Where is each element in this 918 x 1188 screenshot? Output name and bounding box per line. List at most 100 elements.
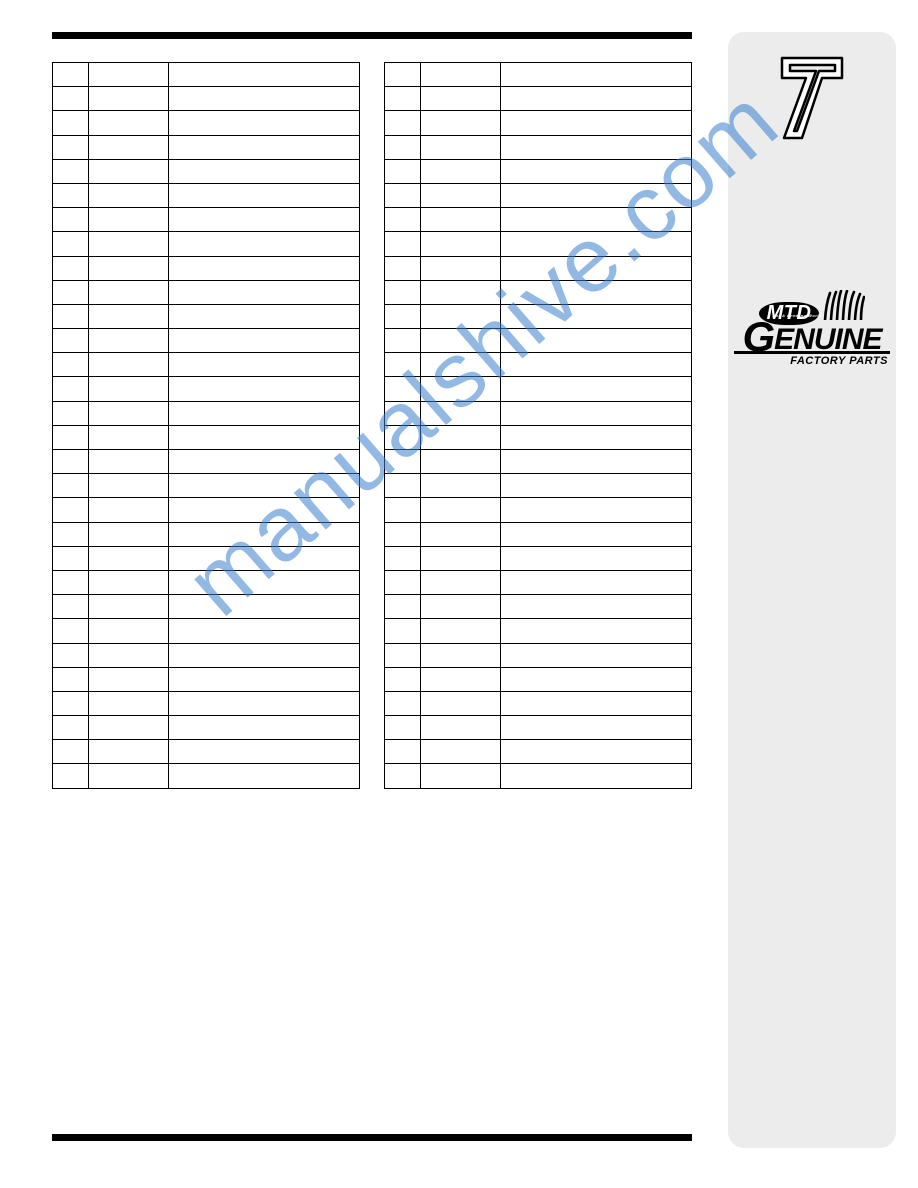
table-cell xyxy=(53,183,89,207)
grass-icon xyxy=(821,290,865,325)
table-cell xyxy=(89,570,169,594)
table-cell xyxy=(169,425,360,449)
table-row xyxy=(53,377,360,401)
table-cell xyxy=(501,377,692,401)
table-cell xyxy=(501,304,692,328)
table-cell xyxy=(169,764,360,788)
table-cell xyxy=(89,135,169,159)
table-cell xyxy=(169,87,360,111)
table-cell xyxy=(501,111,692,135)
genuine-wordmark: GENUINE xyxy=(734,322,890,353)
table-cell xyxy=(53,304,89,328)
table-cell xyxy=(53,570,89,594)
table-cell xyxy=(421,522,501,546)
table-cell xyxy=(385,522,421,546)
table-cell xyxy=(53,595,89,619)
table-cell xyxy=(89,329,169,353)
table-cell xyxy=(169,691,360,715)
table-row xyxy=(385,280,692,304)
table-cell xyxy=(501,280,692,304)
table-cell xyxy=(421,304,501,328)
table-row xyxy=(53,353,360,377)
page-number-graphic xyxy=(772,50,852,151)
table-row xyxy=(53,280,360,304)
table-cell xyxy=(501,329,692,353)
table-cell xyxy=(169,716,360,740)
table-cell xyxy=(385,329,421,353)
logo-top-row: MTD For A Growing World xyxy=(759,290,866,325)
table-cell xyxy=(501,570,692,594)
table-cell xyxy=(169,232,360,256)
table-row xyxy=(385,425,692,449)
table-cell xyxy=(421,256,501,280)
table-row xyxy=(385,87,692,111)
table-cell xyxy=(421,377,501,401)
table-cell xyxy=(169,304,360,328)
top-rule xyxy=(52,32,692,39)
table-cell xyxy=(501,716,692,740)
table-cell xyxy=(89,716,169,740)
table-row xyxy=(385,595,692,619)
table-cell xyxy=(421,570,501,594)
table-cell xyxy=(89,425,169,449)
table-row xyxy=(53,63,360,87)
table-cell xyxy=(53,691,89,715)
table-cell xyxy=(169,474,360,498)
table-cell xyxy=(53,425,89,449)
table-cell xyxy=(421,401,501,425)
table-row xyxy=(53,450,360,474)
table-cell xyxy=(169,377,360,401)
table-cell xyxy=(53,87,89,111)
table-row xyxy=(53,425,360,449)
table-cell xyxy=(53,643,89,667)
table-row xyxy=(53,595,360,619)
table-cell xyxy=(421,643,501,667)
table-row xyxy=(53,159,360,183)
table-cell xyxy=(421,619,501,643)
table-row xyxy=(53,183,360,207)
table-row xyxy=(385,208,692,232)
table-row xyxy=(385,256,692,280)
table-row xyxy=(53,716,360,740)
table-cell xyxy=(421,353,501,377)
table-cell xyxy=(53,546,89,570)
table-cell xyxy=(89,643,169,667)
table-row xyxy=(53,643,360,667)
table-cell xyxy=(385,740,421,764)
table-row xyxy=(385,377,692,401)
table-cell xyxy=(53,135,89,159)
table-row xyxy=(53,329,360,353)
table-cell xyxy=(501,353,692,377)
table-cell xyxy=(501,619,692,643)
table-row xyxy=(53,474,360,498)
table-cell xyxy=(501,256,692,280)
table-cell xyxy=(89,377,169,401)
table-cell xyxy=(169,498,360,522)
table-cell xyxy=(385,208,421,232)
table-cell xyxy=(385,570,421,594)
tables-container xyxy=(52,62,692,789)
table-cell xyxy=(169,353,360,377)
table-cell xyxy=(89,232,169,256)
table-cell xyxy=(53,667,89,691)
table-cell xyxy=(421,135,501,159)
table-row xyxy=(53,764,360,788)
table-row xyxy=(385,764,692,788)
table-cell xyxy=(385,353,421,377)
table-cell xyxy=(501,498,692,522)
table-row xyxy=(385,740,692,764)
table-row xyxy=(385,619,692,643)
table-cell xyxy=(89,353,169,377)
table-cell xyxy=(385,183,421,207)
table-cell xyxy=(169,135,360,159)
table-row xyxy=(385,643,692,667)
table-cell xyxy=(501,764,692,788)
table-cell xyxy=(89,183,169,207)
table-row xyxy=(53,304,360,328)
page: MTD For A Growing World xyxy=(0,0,918,1188)
table-cell xyxy=(421,329,501,353)
table-cell xyxy=(385,643,421,667)
parts-table-right xyxy=(384,62,692,789)
table-cell xyxy=(89,450,169,474)
table-cell xyxy=(89,691,169,715)
